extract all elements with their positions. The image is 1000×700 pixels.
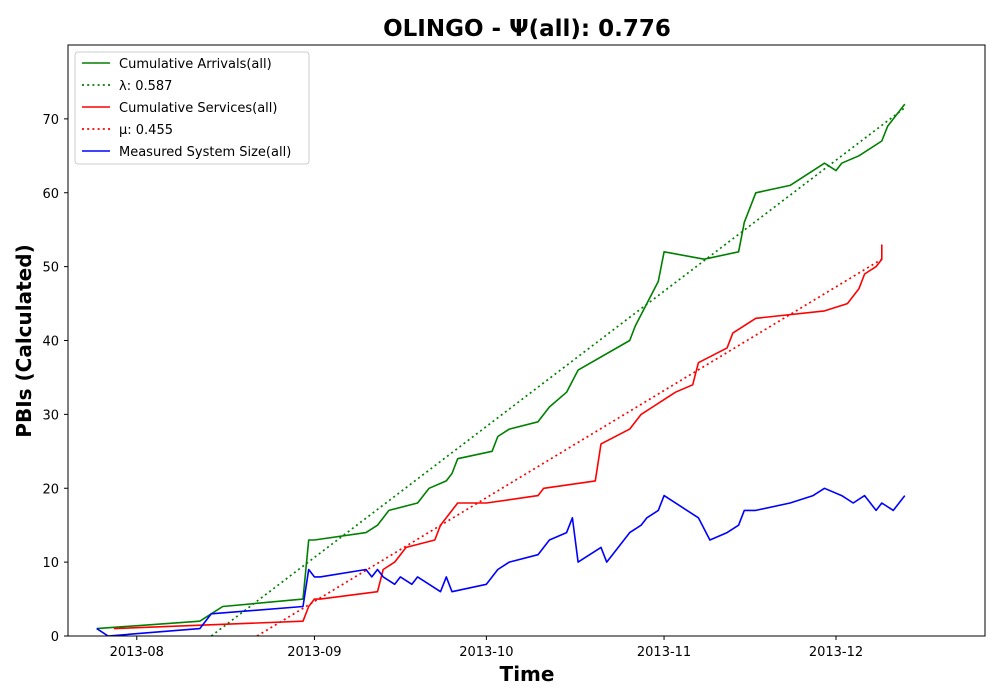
x-tick-label-1: 2013-08 [110,645,164,660]
legend-label-2: λ: 0.587 [119,79,172,94]
x-axis: 2013-08 2013-09 2013-10 2013-11 2013-12 [110,636,864,660]
y-axis-label: PBIs (Calculated) [12,244,36,437]
series-line-1 [97,104,905,629]
x-tick-label-2: 2013-09 [287,645,341,660]
y-tick-label-5: 40 [42,335,59,350]
y-axis: 0 10 20 30 40 50 60 70 [42,113,68,645]
legend-label-5: Measured System Size(all) [119,145,291,160]
plot-area [97,104,905,636]
series-line-2 [211,108,905,636]
legend-label-1: Cumulative Arrivals(all) [119,57,272,72]
y-tick-label-8: 70 [42,113,59,128]
legend: Cumulative Arrivals(all) λ: 0.587 Cumulati… [75,52,309,164]
x-axis-label: Time [500,662,555,686]
legend-label-3: Cumulative Services(all) [119,101,277,116]
y-tick-label-3: 20 [42,482,59,497]
y-tick-label-2: 10 [42,556,59,571]
series-group [97,104,905,636]
x-tick-label-5: 2013-12 [809,645,863,660]
series-line-5 [97,488,905,636]
y-tick-label-1: 0 [51,630,59,645]
series-line-4 [257,259,882,636]
legend-label-4: μ: 0.455 [119,123,173,138]
y-tick-label-7: 60 [42,187,59,202]
x-tick-label-3: 2013-10 [459,645,513,660]
chart-title: OLINGO - Ψ(all): 0.776 [383,16,671,42]
y-tick-label-4: 30 [42,408,59,423]
x-tick-label-4: 2013-11 [637,645,691,660]
y-tick-label-6: 50 [42,261,59,276]
